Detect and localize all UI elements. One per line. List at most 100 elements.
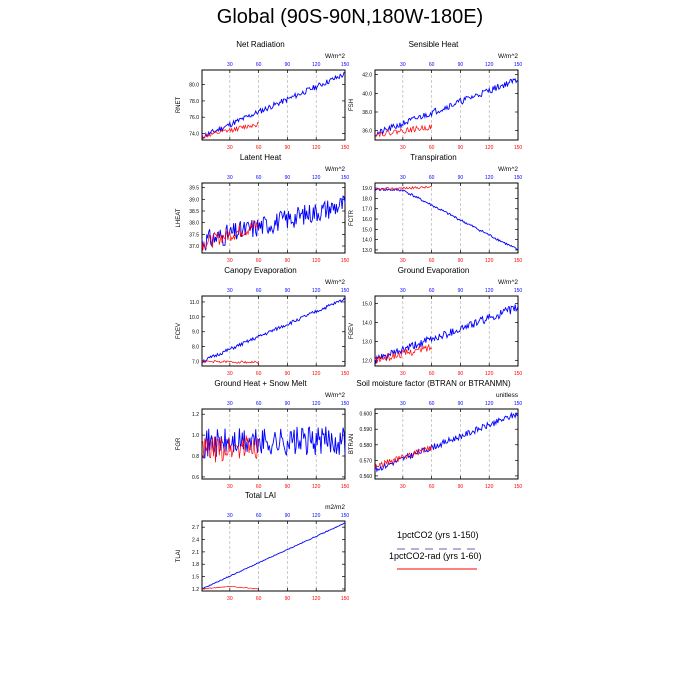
x-tick-label-bottom: 60 [429,371,435,377]
y-axis-label: FSH [349,99,355,111]
x-tick-label-bottom: 120 [485,484,494,490]
x-tick-label-top: 30 [400,62,406,68]
plot-frame [374,182,519,254]
y-axis-label: RNET [176,97,182,114]
x-tick-label-bottom: 150 [341,258,350,264]
chart-title: Sensible Heat [408,40,459,49]
chart-panel-fcev: Canopy Evaporation W/m^2 FCEV 30 30 60 60 90 90 1… [173,266,350,384]
y-tick-label: 10.0 [189,315,199,321]
x-tick-label-bottom: 60 [256,371,262,377]
figure-title: Global (90S-90N,180W-180E) [216,6,484,28]
units-label: W/m^2 [498,279,518,286]
x-tick-label-top: 90 [285,401,291,407]
x-tick-label-bottom: 150 [341,371,350,377]
x-tick-label-bottom: 90 [458,258,464,264]
x-tick-label-bottom: 60 [256,258,262,264]
y-tick-label: 80.0 [189,83,199,89]
chart-svg: W/m^2 RNET 30 30 60 60 90 90 120 120 150 150 74.0 76.… [176,53,350,151]
x-tick-label-top: 120 [312,401,321,407]
units-label: W/m^2 [325,279,345,286]
x-tick-label-top: 30 [400,401,406,407]
series-line-1pctCO2-rad [201,121,259,140]
x-tick-label-bottom: 60 [429,484,435,490]
x-tick-label-bottom: 150 [341,484,350,490]
chart-title: Soil moisture factor (BTRAN or BTRANMN) [356,379,511,388]
series-line-1pctCO2-rad [374,124,432,138]
units-label: W/m^2 [498,53,518,60]
x-tick-label-top: 60 [256,513,262,519]
legend-label-1pctCO2-rad: 1pctCO2-rad (yrs 1-60) [389,551,482,561]
y-tick-label: 0.8 [192,454,199,460]
plot-frame [374,69,519,141]
chart-panel-lheat: Latent Heat W/m^2 LHEAT 30 30 60 60 90 90 120 120 1… [173,153,350,271]
y-tick-label: 12.0 [362,358,372,364]
y-tick-label: 38.0 [362,110,372,116]
x-tick-label-bottom: 90 [285,371,291,377]
x-tick-label-bottom: 120 [485,258,494,264]
chart-svg: m2/m2 TLAI 30 30 60 60 90 90 120 120 150 150 1.2 1.5 1… [176,504,350,602]
chart-panel-btran: Soil moisture factor (BTRAN or BTRANMN) u… [346,379,522,497]
series-line-1pctCO2-rad [201,435,259,463]
y-tick-label: 0.570 [359,458,372,464]
y-tick-label: 1.2 [192,412,199,418]
units-label: unitless [496,392,519,399]
x-tick-label-top: 150 [341,513,350,519]
series-line-1pctCO2-rad [374,445,432,469]
series-line-1pctCO2-rad [201,219,259,251]
series-line-1pctCO2 [374,187,519,251]
series-line-1pctCO2 [201,195,346,251]
x-tick-label-bottom: 30 [227,258,233,264]
x-tick-label-top: 60 [256,175,262,181]
chart-title: Canopy Evaporation [224,266,297,275]
y-tick-label: 0.560 [359,474,372,480]
chart-title: Net Radiation [236,40,285,49]
x-tick-label-bottom: 150 [514,145,523,151]
chart-title: Transpiration [410,153,457,162]
x-tick-label-bottom: 150 [514,371,523,377]
y-tick-label: 1.0 [192,433,199,439]
x-tick-label-bottom: 90 [285,596,291,602]
x-tick-label-top: 120 [485,401,494,407]
y-tick-label: 1.8 [192,562,199,568]
x-tick-label-top: 90 [458,62,464,68]
chart-svg: W/m^2 FGEV 30 30 60 60 90 90 120 120 150 150 12.0 13.… [349,279,523,377]
y-tick-label: 38.5 [189,209,199,215]
y-tick-label: 0.6 [192,475,199,481]
y-axis-label: FCTR [349,209,355,226]
x-tick-label-bottom: 120 [312,145,321,151]
x-tick-label-bottom: 120 [312,258,321,264]
chart-panel-fsh: Sensible Heat W/m^2 FSH 30 30 60 60 90 90 120 120 1… [346,40,523,158]
y-tick-label: 76.0 [189,115,199,121]
x-tick-label-top: 60 [256,288,262,294]
x-tick-label-top: 60 [256,401,262,407]
chart-svg: W/m^2 FCTR 30 30 60 60 90 90 120 120 150 150 13.0 14.… [349,166,522,264]
y-tick-label: 16.0 [362,217,372,223]
x-tick-label-top: 120 [312,288,321,294]
chart-title: Total LAI [244,491,277,500]
x-tick-label-bottom: 90 [458,145,464,151]
y-axis-label: FCEV [176,323,182,339]
chart-title: Ground Evaporation [397,266,470,275]
x-tick-label-bottom: 150 [341,596,350,602]
legend-lines [397,548,477,570]
x-tick-label-top: 30 [227,401,233,407]
y-tick-label: 14.0 [362,320,372,326]
y-tick-label: 17.0 [362,207,372,213]
units-label: W/m^2 [498,166,518,173]
x-tick-label-bottom: 60 [256,596,262,602]
y-axis-label: FGEV [349,323,355,339]
y-tick-label: 2.7 [192,525,199,531]
series-line-1pctCO2-rad [374,185,432,191]
chart-svg: unitless BTRAN 30 30 60 60 90 90 120 120 150 150 0.5… [349,392,522,490]
x-tick-label-top: 90 [285,513,291,519]
x-tick-label-top: 60 [256,62,262,68]
x-tick-label-top: 120 [312,175,321,181]
y-tick-label: 9.0 [192,330,199,336]
y-tick-label: 78.0 [189,99,199,105]
x-tick-label-top: 150 [341,62,350,68]
y-tick-label: 42.0 [362,73,372,79]
y-tick-label: 0.590 [359,427,372,433]
chart-title: Ground Heat + Snow Melt [214,379,307,388]
x-tick-label-top: 120 [485,175,494,181]
plot-frame [374,408,519,480]
